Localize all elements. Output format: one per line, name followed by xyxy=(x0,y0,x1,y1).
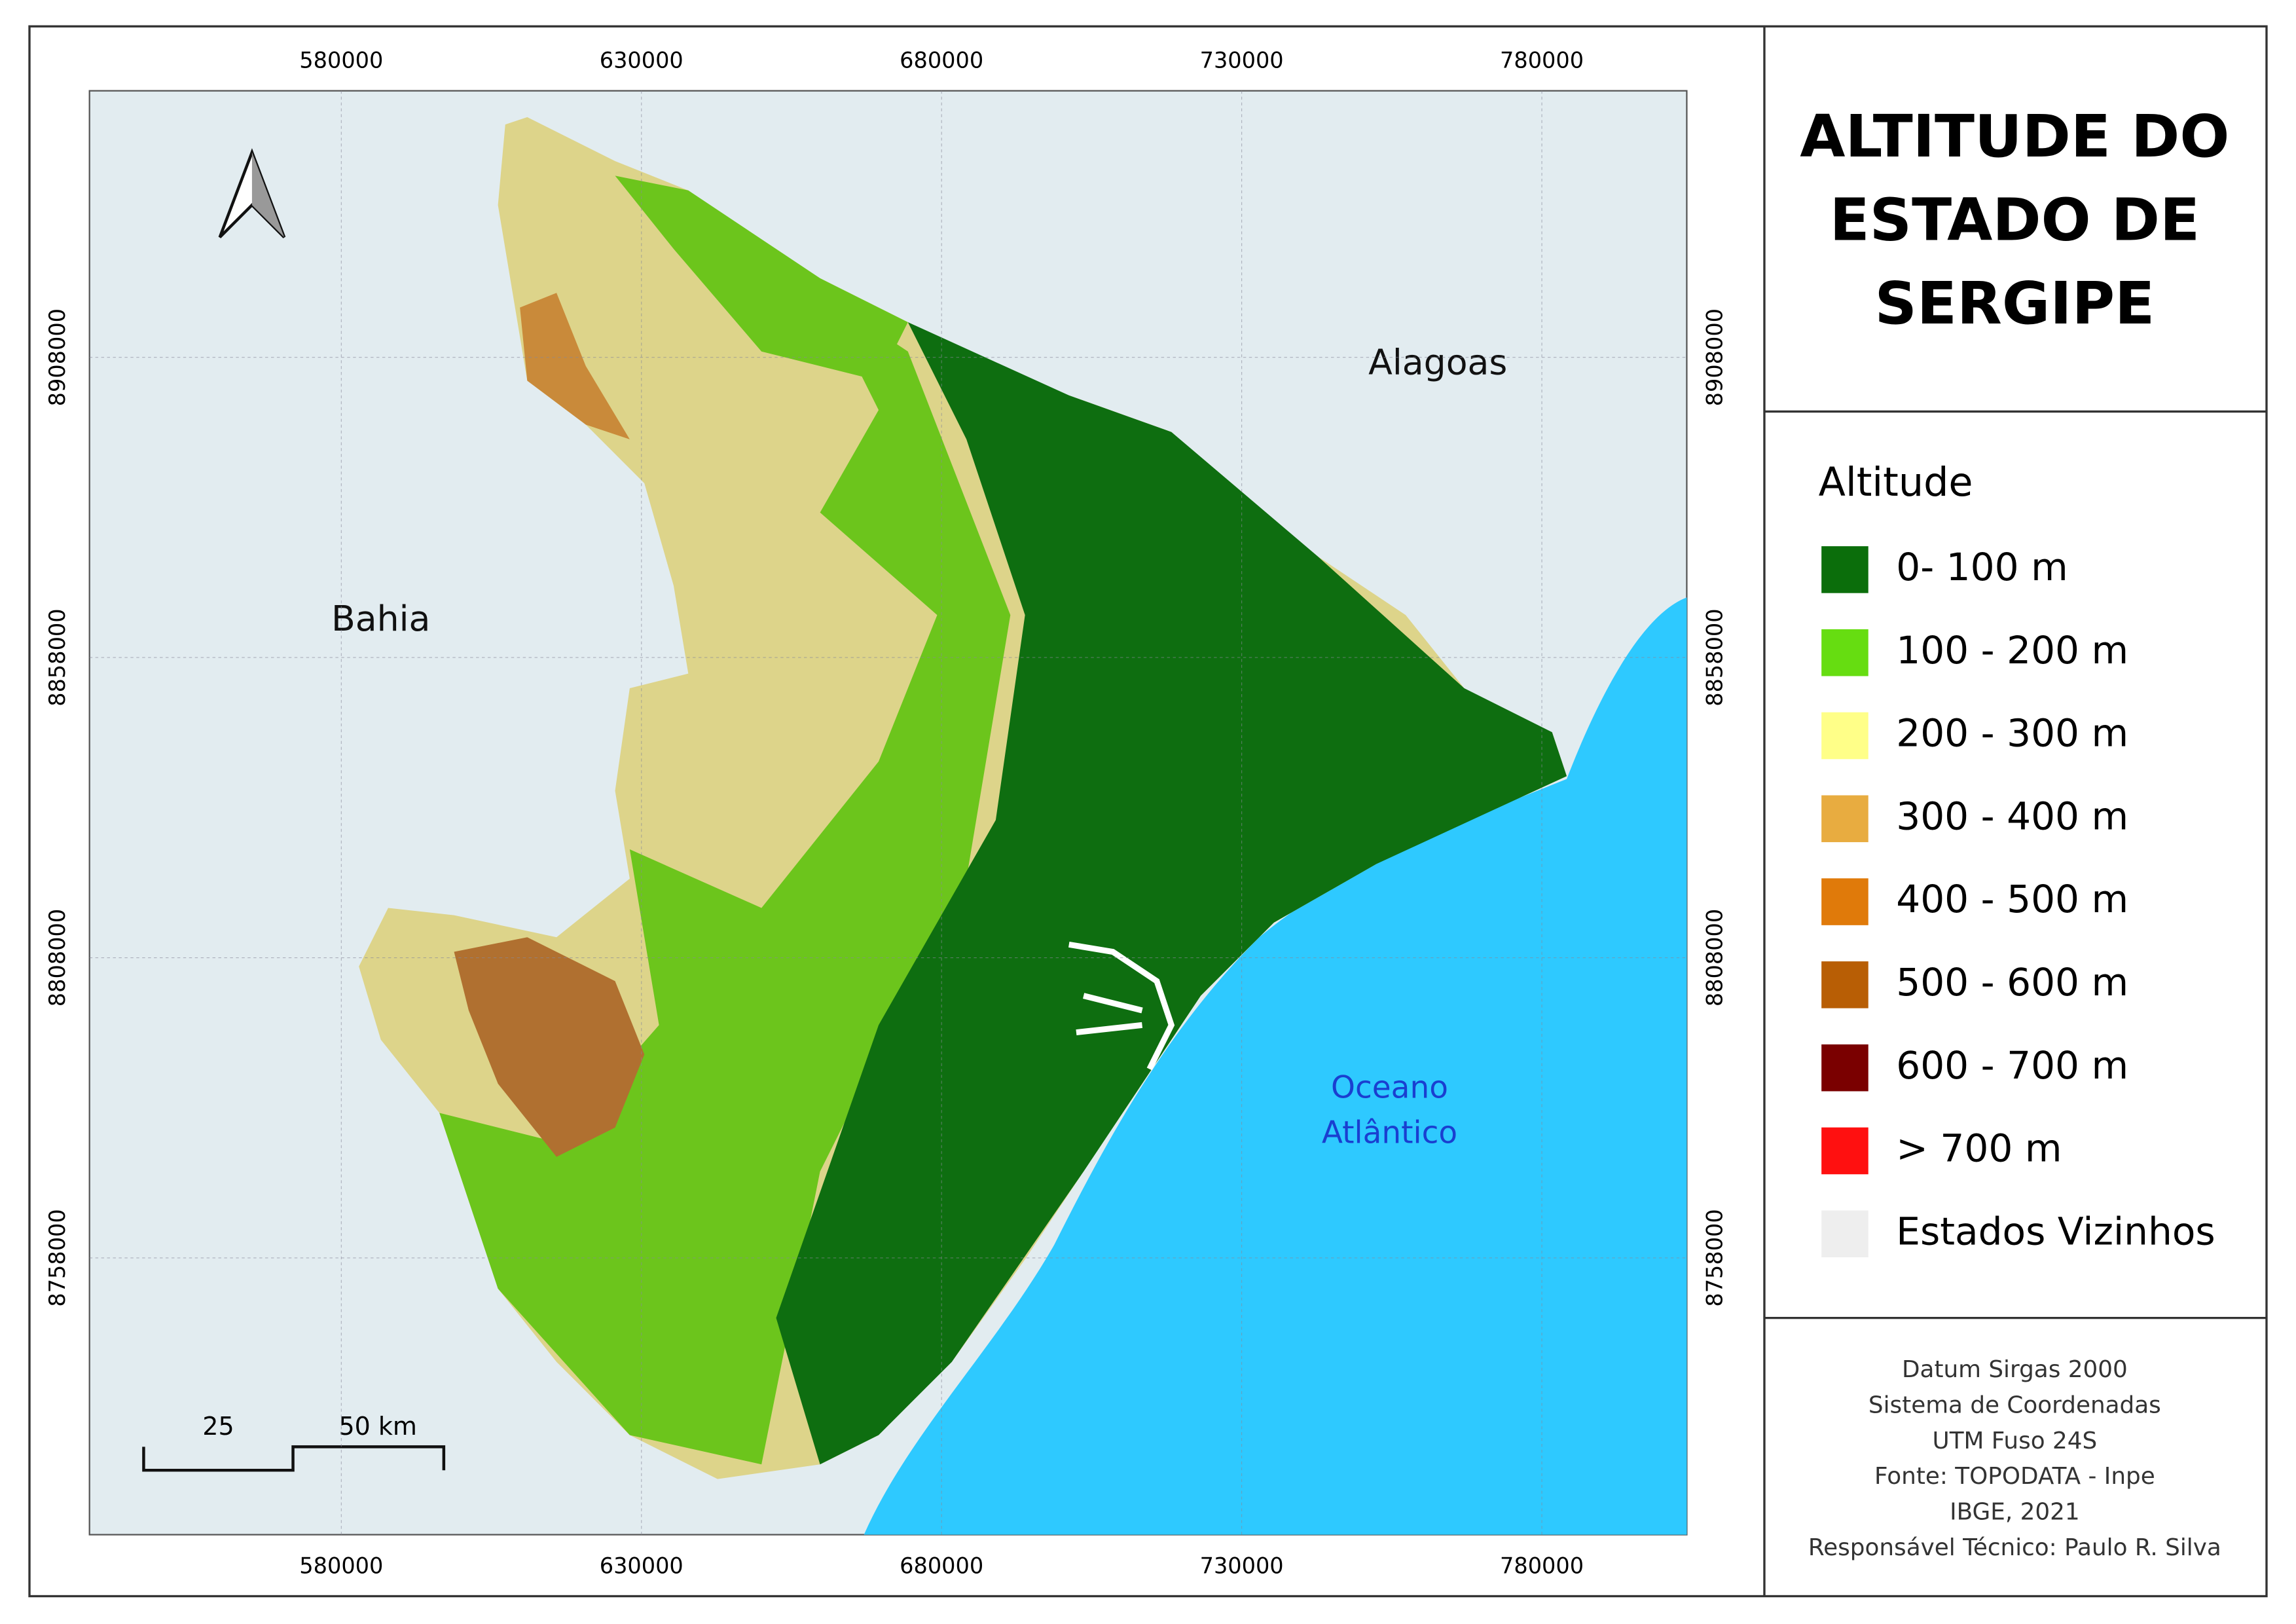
legend-swatch xyxy=(1821,878,1868,925)
footer-line: Responsável Técnico: Paulo R. Silva xyxy=(1808,1534,2221,1561)
y-tick-label: 8808000 xyxy=(45,909,70,1006)
y-tick-label: 8808000 xyxy=(1702,909,1728,1006)
ocean-label: Atlântico xyxy=(1322,1115,1457,1151)
x-tick-label: 680000 xyxy=(900,47,983,73)
legend-label: Estados Vizinhos xyxy=(1896,1209,2215,1253)
legend-title: Altitude xyxy=(1819,460,1973,506)
footer-line: Datum Sirgas 2000 xyxy=(1902,1356,2128,1383)
footer-line: Sistema de Coordenadas xyxy=(1868,1392,2161,1418)
north-arrow-shade xyxy=(251,152,285,238)
y-tick-label: 8908000 xyxy=(1702,308,1728,406)
title: ALTITUDE DO xyxy=(1800,103,2229,171)
x-tick-label: 680000 xyxy=(900,1553,983,1578)
map-frame: 25 50 km Bahia Alagoas Oceano Atlântico xyxy=(88,90,1688,1536)
scale-label: 25 xyxy=(202,1412,234,1441)
legend-label: 300 - 400 m xyxy=(1896,794,2128,838)
place-label: Bahia xyxy=(331,598,431,639)
legend-swatch xyxy=(1821,961,1868,1008)
legend-label: 500 - 600 m xyxy=(1896,960,2128,1005)
legend-label: 600 - 700 m xyxy=(1896,1043,2128,1088)
y-tick-label: 8858000 xyxy=(1702,608,1728,706)
river xyxy=(1068,941,1175,1071)
terrain-0-100 xyxy=(776,322,1567,1465)
x-tick-label: 730000 xyxy=(1200,47,1284,73)
x-tick-label: 730000 xyxy=(1200,1553,1284,1578)
x-tick-label: 580000 xyxy=(299,47,383,73)
footer-line: Fonte: TOPODATA - Inpe xyxy=(1874,1463,2155,1490)
footer-line: UTM Fuso 24S xyxy=(1933,1428,2098,1454)
title: SERGIPE xyxy=(1875,270,2155,338)
ocean xyxy=(864,597,1687,1535)
terrain-300-400 xyxy=(520,293,630,439)
legend-label: 0- 100 m xyxy=(1896,545,2068,589)
x-tick-label: 630000 xyxy=(600,47,683,73)
legend-label: 100 - 200 m xyxy=(1896,628,2128,673)
legend-label: 200 - 300 m xyxy=(1896,711,2128,756)
terrain-500-600 xyxy=(454,937,645,1157)
legend-swatch xyxy=(1821,1210,1868,1258)
terrain-100-200 xyxy=(439,293,1011,1465)
y-tick-label: 8758000 xyxy=(1702,1209,1728,1306)
x-tick-label: 780000 xyxy=(1500,1553,1584,1578)
legend-swatch xyxy=(1821,712,1868,760)
legend-swatch xyxy=(1821,546,1868,593)
footer: Datum Sirgas 2000 Sistema de Coordenadas U… xyxy=(1808,1356,2221,1561)
ocean-label: Oceano xyxy=(1331,1069,1448,1105)
place-label: Alagoas xyxy=(1368,341,1507,382)
legend-label: > 700 m xyxy=(1896,1126,2062,1171)
legend-swatch xyxy=(1821,795,1868,843)
x-tick-label: 780000 xyxy=(1500,47,1584,73)
x-tick-label: 630000 xyxy=(600,1553,683,1578)
scale-bar xyxy=(142,1445,446,1472)
legend-label: 400 - 500 m xyxy=(1896,877,2128,921)
y-tick-label: 8858000 xyxy=(45,608,70,706)
y-tick-label: 8908000 xyxy=(45,308,70,406)
terrain-100-200 xyxy=(615,175,908,381)
legend-swatch xyxy=(1821,629,1868,676)
x-tick-label: 580000 xyxy=(299,1553,383,1578)
footer-line: IBGE, 2021 xyxy=(1950,1498,2080,1525)
scale-label: 50 km xyxy=(338,1412,416,1441)
title: ESTADO DE xyxy=(1830,187,2200,255)
y-tick-label: 8758000 xyxy=(45,1209,70,1306)
legend-swatch xyxy=(1821,1044,1868,1092)
legend: 0- 100 m 100 - 200 m 200 - 300 m 300 - 400 … xyxy=(1821,545,2215,1258)
legend-swatch xyxy=(1821,1127,1868,1175)
